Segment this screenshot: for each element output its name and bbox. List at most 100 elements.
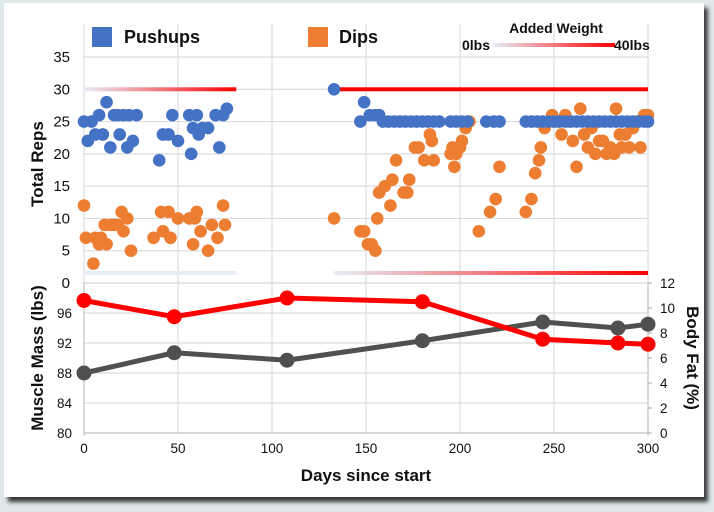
y2-tick-label-bodyfat: 12 xyxy=(660,276,675,291)
dips-point xyxy=(574,102,587,115)
dips-point xyxy=(164,231,177,245)
dips-point xyxy=(79,231,93,245)
x-tick-label: 250 xyxy=(543,441,566,456)
dips-point xyxy=(386,173,399,186)
tick-labels: 0 5 10 15 20 25 30 35 80 84 88 92 96 0 2 4 6 8 10 12 0 50 100 1… xyxy=(53,49,675,456)
added-weight-max-label: 40lbs xyxy=(614,37,650,53)
dips-point xyxy=(190,205,204,219)
y2-axis-title-bodyfat: Body Fat (%) xyxy=(683,306,702,410)
body-fat-point xyxy=(166,309,182,325)
dips-point xyxy=(493,160,506,174)
pushups-point xyxy=(190,108,204,122)
y-tick-label-muscle: 84 xyxy=(57,396,73,411)
muscle-mass-point xyxy=(640,316,656,332)
dips-point xyxy=(448,160,461,174)
pushups-point xyxy=(433,115,446,128)
dips-point xyxy=(120,212,134,225)
dips-point xyxy=(369,244,382,258)
added-weight-title: Added Weight xyxy=(509,20,603,36)
y-axis-title-muscle: Muscle Mass (lbs) xyxy=(28,285,47,431)
dips-point xyxy=(171,212,185,225)
dips-point xyxy=(519,205,533,219)
pushups-point xyxy=(130,108,143,122)
dips-point xyxy=(528,166,542,180)
x-tick-label: 50 xyxy=(170,441,185,456)
y-tick-label-muscle: 92 xyxy=(57,336,72,351)
muscle-mass-point xyxy=(414,333,430,349)
dips-point xyxy=(147,231,160,245)
muscle-mass-point xyxy=(76,365,92,381)
body-fat-point xyxy=(414,294,430,310)
dips-point xyxy=(327,212,341,225)
x-tick-label: 0 xyxy=(80,441,88,456)
pushups-point xyxy=(493,115,506,128)
x-tick-label: 300 xyxy=(637,441,660,456)
pushups-point xyxy=(126,134,140,148)
pushups-point xyxy=(100,95,113,109)
pushups-point xyxy=(162,128,175,141)
dips-point xyxy=(483,205,497,219)
dips-point xyxy=(402,173,416,186)
pushups-point xyxy=(357,95,371,109)
dips-point xyxy=(218,218,232,232)
dips-point xyxy=(194,225,207,238)
dips-point xyxy=(384,199,397,212)
y-tick-label-reps: 5 xyxy=(62,243,70,260)
y-tick-label-reps: 0 xyxy=(62,275,70,292)
y2-tick-label-bodyfat: 10 xyxy=(660,301,675,316)
dips-point xyxy=(534,141,548,154)
y-tick-label-reps: 10 xyxy=(53,210,70,227)
dips-point xyxy=(570,160,583,174)
muscle-mass-point xyxy=(279,352,295,368)
legend-label-pushups: Pushups xyxy=(124,27,200,47)
bottom-gridlines xyxy=(83,282,649,436)
dips-point xyxy=(216,199,230,212)
y-tick-label-reps: 25 xyxy=(53,114,70,131)
dips-point xyxy=(532,154,546,167)
dips-point xyxy=(162,205,175,219)
muscle-mass-point xyxy=(610,320,626,336)
added-weight-bar-pushups xyxy=(334,87,648,92)
dips-point xyxy=(77,199,91,212)
dips-point xyxy=(427,154,440,167)
dips-point xyxy=(370,212,384,225)
added-weight-bars xyxy=(84,87,648,275)
dips-point xyxy=(124,244,138,258)
body-composition-lines xyxy=(76,290,656,381)
dips-point xyxy=(472,225,486,238)
chart-canvas: 0 5 10 15 20 25 30 35 80 84 88 92 96 0 2 4 6 8 10 12 0 50 100 1… xyxy=(28,20,702,485)
dips-point xyxy=(555,128,568,141)
added-weight-gradient xyxy=(493,43,615,47)
chart-card: 0 5 10 15 20 25 30 35 80 84 88 92 96 0 2 4 6 8 10 12 0 50 100 1… xyxy=(4,3,704,497)
pushups-point xyxy=(96,128,110,141)
legend-label-dips: Dips xyxy=(339,27,378,47)
pushups-point xyxy=(171,134,185,148)
x-tick-label: 200 xyxy=(449,441,472,456)
x-axis-title: Days since start xyxy=(301,466,432,485)
pushups-point xyxy=(104,141,117,154)
dips-point xyxy=(455,134,469,148)
dips-point xyxy=(211,231,224,245)
pushups-point xyxy=(184,147,198,161)
pushups-point xyxy=(213,141,226,154)
dips-point xyxy=(389,154,403,167)
dips-point xyxy=(401,186,414,199)
y-tick-label-muscle: 88 xyxy=(57,366,72,381)
pushups-point xyxy=(327,82,341,96)
y-tick-label-reps: 35 xyxy=(53,49,70,66)
pushups-point xyxy=(201,121,215,135)
muscle-mass-point xyxy=(166,345,182,361)
pushups-point xyxy=(461,115,474,128)
pushups-series xyxy=(77,82,655,167)
y-tick-label-reps: 15 xyxy=(53,178,70,195)
pushups-point xyxy=(354,115,367,128)
dips-point xyxy=(417,154,431,167)
y-tick-label-reps: 20 xyxy=(53,146,70,163)
dips-point xyxy=(425,134,439,148)
body-fat-point xyxy=(640,336,656,352)
dips-point xyxy=(186,237,200,251)
added-weight-bar-dips xyxy=(84,271,237,275)
dips-point xyxy=(566,134,580,148)
body-fat-point xyxy=(610,335,626,351)
added-weight-min-label: 0lbs xyxy=(462,37,490,53)
